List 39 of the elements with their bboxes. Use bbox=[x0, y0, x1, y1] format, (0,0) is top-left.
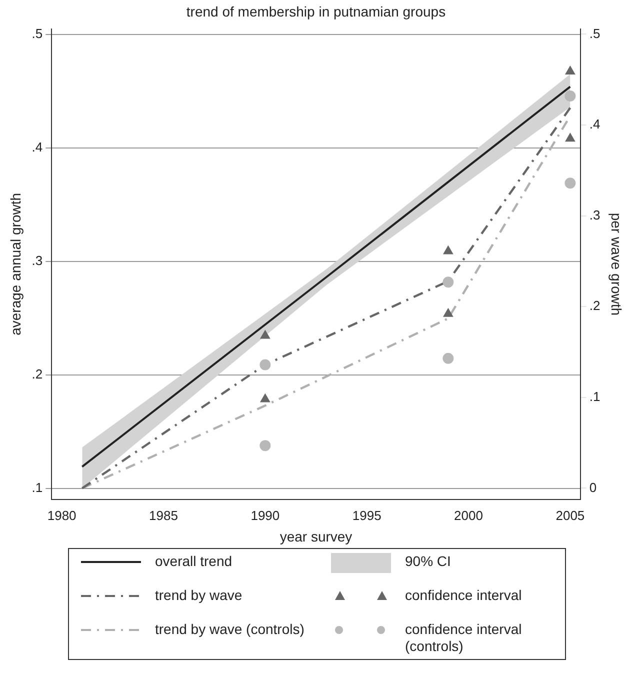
point bbox=[260, 440, 271, 452]
x-tick-label: 2005 bbox=[556, 508, 585, 523]
point bbox=[260, 394, 270, 402]
y-tick-label: .4 bbox=[32, 139, 43, 154]
text: 90% CI bbox=[405, 553, 451, 570]
y-tick-label: .3 bbox=[32, 252, 43, 268]
point bbox=[564, 90, 576, 102]
x-tick-label: 1990 bbox=[250, 508, 280, 523]
y2-tick-label: 0 bbox=[589, 480, 597, 495]
y-axis-title: average annual growth bbox=[7, 192, 24, 336]
x-tick-label: 1995 bbox=[352, 508, 382, 523]
y-tick-label: .1 bbox=[32, 480, 43, 495]
legend-label: trend by wave (controls) bbox=[155, 621, 304, 638]
point bbox=[442, 276, 454, 288]
y2-axis-title: per wave growth bbox=[608, 212, 625, 316]
x-tick-label: 1985 bbox=[149, 508, 178, 523]
x-tick-label: 1980 bbox=[47, 508, 76, 523]
x-tick-label: 2000 bbox=[454, 508, 483, 523]
point bbox=[443, 246, 454, 254]
point bbox=[565, 133, 576, 142]
point bbox=[564, 178, 576, 189]
legend-label: confidence interval bbox=[405, 587, 522, 604]
point bbox=[443, 308, 454, 317]
point bbox=[565, 66, 576, 74]
x-axis-title: year survey bbox=[280, 528, 352, 544]
point bbox=[260, 359, 271, 370]
y2-tick-label: .3 bbox=[589, 207, 600, 222]
legend-label: overall trend bbox=[155, 553, 232, 570]
y-tick-label: .2 bbox=[32, 366, 43, 382]
y2-tick-label: .1 bbox=[589, 389, 600, 404]
y2-tick-label: .2 bbox=[589, 298, 600, 314]
chart-title: trend of membership in putnamian groups bbox=[186, 3, 446, 20]
y-tick-label: .5 bbox=[32, 26, 43, 42]
legend-label: confidence interval (controls) bbox=[405, 621, 523, 655]
y2-tick-label: .4 bbox=[589, 116, 600, 132]
point bbox=[260, 330, 270, 339]
point bbox=[442, 352, 454, 364]
legend-label: trend by wave bbox=[155, 587, 242, 604]
y2-tick-label: .5 bbox=[589, 26, 600, 41]
